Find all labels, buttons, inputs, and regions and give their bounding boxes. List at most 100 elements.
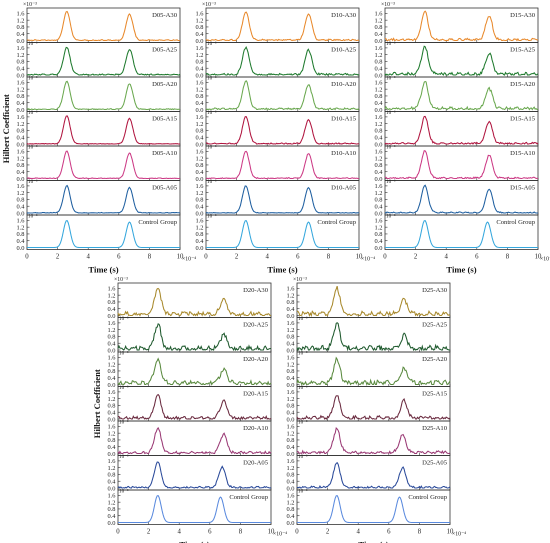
y-tick-label: 0.4 [17,238,26,245]
y-tick-label: 1.6 [108,424,116,431]
series-line [26,150,181,180]
series-line [296,285,451,318]
series-label: D05-A30 [152,12,178,19]
y-tick-label: 1.6 [287,389,295,396]
x-tick-label: 2 [235,254,239,261]
series-line [117,323,272,352]
y-tick-label: 0.4 [108,306,117,313]
subplot: 0.00.40.81.21.6 ×10⁻³ D20-A30 [108,277,272,320]
y-tick-label: 0.0 [108,520,116,527]
x-axis-label: Time (s) [88,265,118,275]
y-tick-label: 0.0 [287,451,295,458]
y-tick-label: 1.6 [196,183,204,190]
y-exponent-label-inline: 10⁻³ [298,385,308,391]
y-exponent-label-inline: 10⁻³ [386,110,396,116]
y-tick-label: 1.6 [287,286,295,293]
x-tick-label: 6 [208,529,212,536]
y-tick-label: 1.2 [108,396,116,403]
series-line [117,393,272,421]
series-label: Control Group [408,494,447,501]
x-tick-label: 0 [204,254,208,261]
y-tick-label: 1.2 [196,190,204,197]
y-exponent-label: ×10⁻³ [202,2,216,8]
y-tick-label: 0.4 [108,341,117,348]
series-line [117,461,272,489]
y-exponent-label-inline: 10⁻³ [386,76,396,82]
subplot: 0.00.40.81.21.610⁻³ Control Group [287,489,451,527]
subplot-frame [117,489,272,525]
series-label: D25-A25 [422,322,448,329]
y-tick-label: 0.4 [196,135,205,142]
y-tick-label: 1.2 [196,155,204,162]
y-tick-label: 1.2 [196,224,204,231]
y-tick-label: 1.2 [17,52,25,59]
series-line [26,184,181,214]
x-tick-label: 8 [148,254,152,261]
y-tick-label: 0.8 [375,128,383,135]
y-tick-label: 0.4 [287,444,296,451]
y-tick-label: 1.6 [375,183,383,190]
y-tick-label: 1.2 [375,121,383,128]
y-tick-label: 1.6 [375,114,383,121]
y-exponent-label-inline: 10⁻³ [386,41,396,47]
y-tick-label: 1.2 [17,86,25,93]
y-tick-label: 1.2 [375,17,383,24]
series-label: D20-A15 [243,391,269,398]
series-line [205,45,360,76]
y-tick-label: 0.4 [196,66,205,73]
y-exponent-label-inline: 10⁻³ [207,179,217,185]
y-tick-label: 1.6 [17,114,25,121]
y-tick-label: 0.8 [375,93,383,100]
y-tick-label: 0.8 [108,472,116,479]
y-tick-label: 0.4 [375,135,384,142]
series-label: Control Group [138,219,177,226]
x-tick-label: 4 [177,529,181,536]
y-tick-label: 0.4 [17,66,26,73]
series-line [296,426,451,455]
panel-d05: 0.00.40.81.21.6×10⁻³D05-A300.00.40.81.21… [1,2,196,275]
y-tick-label: 1.6 [375,45,383,52]
y-tick-label: 0.4 [196,204,205,211]
subplot-frame [26,214,181,250]
y-tick-label: 0.0 [375,141,383,148]
y-exponent-label: ×10⁻³ [381,2,395,8]
y-tick-label: 1.6 [108,286,116,293]
y-tick-label: 1.6 [108,355,116,362]
y-exponent-label-inline: 10⁻³ [28,179,38,185]
series-line [205,116,360,145]
panel-d20: 0.00.40.81.21.6×10⁻³D20-A300.00.40.81.21… [92,277,287,543]
y-exponent-label: ×10⁻³ [114,277,128,283]
y-exponent-label-inline: 10⁻³ [28,41,38,47]
y-tick-label: 0.0 [287,313,295,320]
y-tick-label: 1.6 [108,458,116,465]
x-tick-label: 6 [296,254,300,261]
y-tick-label: 0.4 [17,204,26,211]
y-tick-label: 1.2 [17,224,25,231]
y-tick-label: 0.8 [196,93,204,100]
y-exponent-label-inline: 10⁻³ [28,110,38,116]
series-label: D25-A30 [422,287,448,294]
y-tick-label: 0.4 [108,375,117,382]
series-line [206,219,359,249]
y-tick-label: 0.4 [375,169,384,176]
series-line [297,494,450,524]
x-tick-label: 0 [383,254,387,261]
y-tick-label: 0.8 [287,334,295,341]
y-tick-label: 1.6 [17,183,25,190]
y-tick-label: 0.0 [17,72,25,79]
series-label: D25-A10 [422,425,448,432]
series-label: D20-A20 [243,356,269,363]
y-tick-label: 0.4 [287,410,296,417]
y-tick-label: 1.6 [17,45,25,52]
y-tick-label: 0.0 [108,347,116,354]
y-exponent-label-inline: 10⁻³ [119,351,129,357]
series-label: D25-A05 [422,460,448,467]
y-tick-label: 0.0 [17,107,25,114]
y-exponent-label-inline: 10⁻³ [207,214,217,220]
y-tick-label: 0.8 [196,24,204,31]
